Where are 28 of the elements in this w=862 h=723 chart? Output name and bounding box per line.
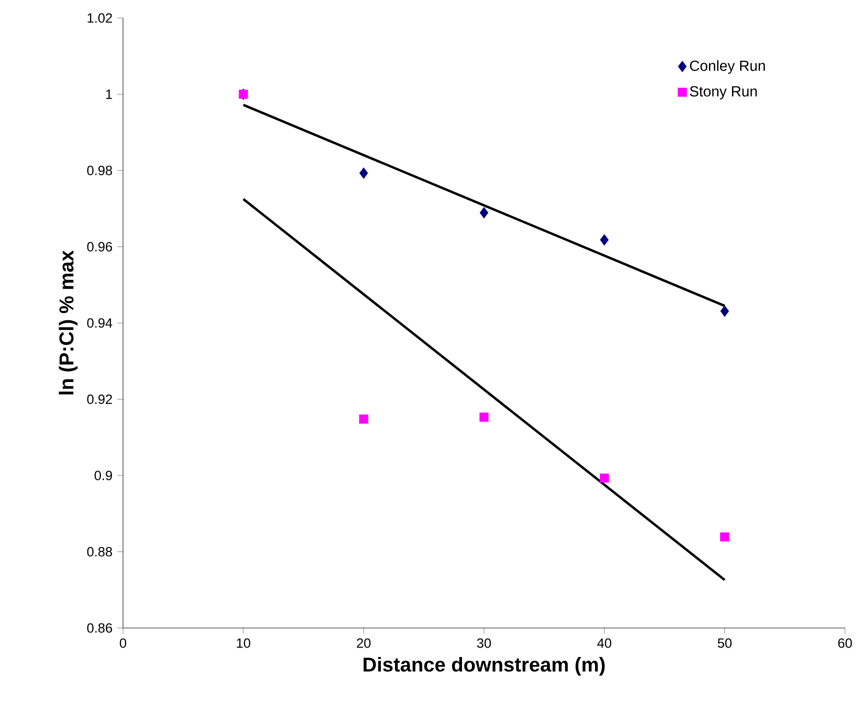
- point: [720, 532, 730, 542]
- point: [600, 234, 609, 246]
- y-tick-label: 0.9: [94, 470, 112, 480]
- y-tick-label: 0.96: [87, 242, 112, 252]
- y-tick-label: 1: [106, 90, 112, 99]
- x-tick-label: 10: [236, 638, 250, 648]
- y-tick-label: 0.94: [87, 318, 112, 328]
- point: [720, 306, 729, 317]
- x-tick-label: 60: [838, 638, 852, 648]
- point: [480, 207, 488, 218]
- legend-label: Stony Run: [690, 86, 757, 100]
- y-tick-label: 0.86: [87, 623, 112, 633]
- y-tick-label: 0.98: [87, 166, 112, 176]
- x-tick-label: 30: [477, 638, 491, 648]
- x-tick-label: 0: [120, 638, 126, 648]
- x-axis-title: Distance downstream (m): [364, 656, 605, 676]
- y-axis-title: ln (P:Cl) % max: [58, 250, 78, 394]
- point: [359, 414, 368, 424]
- x-tick-label: 20: [356, 638, 371, 648]
- point: [479, 412, 489, 422]
- x-tick-label: 50: [718, 638, 732, 648]
- x-tick-label: 40: [597, 638, 612, 648]
- y-tick-label: 1.02: [88, 13, 112, 23]
- point: [600, 474, 609, 483]
- point: [359, 168, 368, 179]
- y-tick-label: 0.88: [87, 547, 112, 556]
- y-tick-label: 0.92: [87, 394, 112, 404]
- legend-label: Conley Run: [690, 60, 765, 74]
